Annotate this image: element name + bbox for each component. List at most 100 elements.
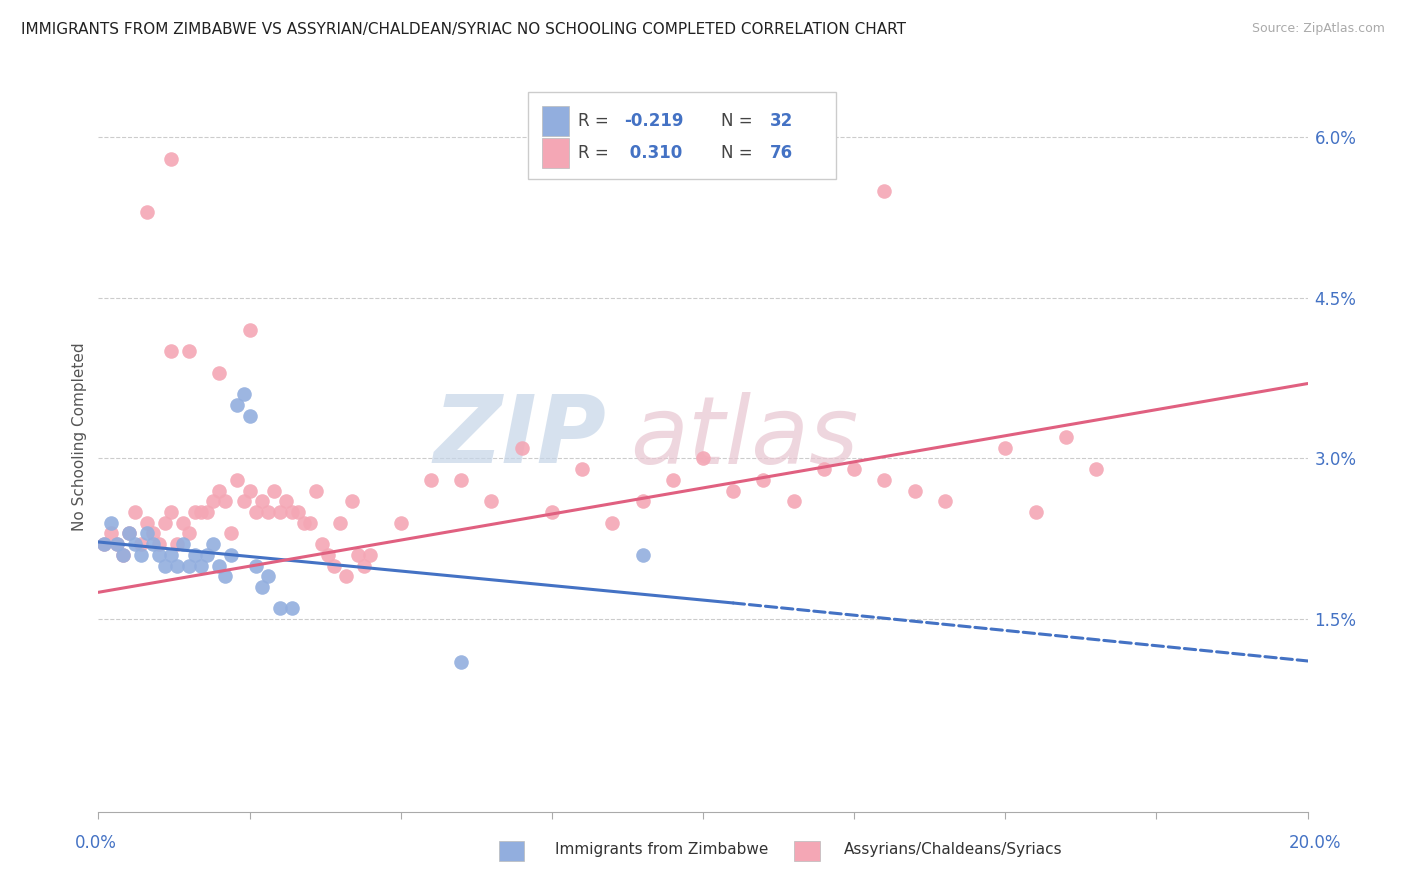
Point [160, 548, 183, 562]
Point [323, 558, 346, 573]
Point [124, 537, 146, 551]
Point [571, 462, 593, 476]
FancyBboxPatch shape [527, 93, 837, 178]
Point [631, 494, 654, 508]
Point [124, 505, 146, 519]
Point [510, 441, 533, 455]
Point [226, 398, 249, 412]
Point [661, 473, 683, 487]
Point [129, 548, 152, 562]
Point [813, 462, 835, 476]
Point [631, 548, 654, 562]
Point [179, 344, 201, 359]
Text: 76: 76 [769, 144, 793, 161]
Point [118, 526, 141, 541]
Point [153, 516, 176, 530]
Point [316, 548, 339, 562]
Point [160, 344, 183, 359]
Point [274, 494, 297, 508]
Text: N =: N = [721, 112, 758, 130]
Point [135, 516, 157, 530]
Text: Source: ZipAtlas.com: Source: ZipAtlas.com [1251, 22, 1385, 36]
Text: N =: N = [721, 144, 758, 161]
Point [269, 505, 291, 519]
Point [232, 387, 254, 401]
Point [93, 537, 115, 551]
Text: 32: 32 [769, 112, 793, 130]
Point [873, 473, 896, 487]
Point [263, 483, 285, 498]
Point [450, 655, 472, 669]
Point [783, 494, 806, 508]
Point [142, 526, 165, 541]
Point [420, 473, 443, 487]
Point [844, 462, 866, 476]
Point [148, 537, 170, 551]
Point [269, 601, 291, 615]
Point [287, 505, 309, 519]
Point [172, 537, 194, 551]
Point [105, 537, 128, 551]
Text: R =: R = [578, 112, 614, 130]
Point [153, 558, 176, 573]
Bar [543, 138, 569, 168]
Text: -0.219: -0.219 [624, 112, 683, 130]
Point [135, 526, 157, 541]
Point [1054, 430, 1077, 444]
Text: 20.0%: 20.0% [1288, 834, 1341, 852]
Point [934, 494, 956, 508]
Point [208, 483, 231, 498]
Point [299, 516, 322, 530]
Point [250, 494, 273, 508]
Text: R =: R = [578, 144, 614, 161]
Point [190, 505, 212, 519]
Point [118, 526, 141, 541]
Point [692, 451, 714, 466]
Point [179, 558, 201, 573]
Point [239, 409, 262, 423]
Point [232, 494, 254, 508]
Point [195, 548, 218, 562]
Point [111, 548, 134, 562]
Point [481, 494, 503, 508]
Point [281, 505, 304, 519]
Point [221, 526, 243, 541]
Point [93, 537, 115, 551]
Point [1024, 505, 1046, 519]
Point [329, 516, 352, 530]
Point [226, 473, 249, 487]
Point [239, 323, 262, 337]
Point [239, 483, 262, 498]
Text: ZIP: ZIP [433, 391, 606, 483]
Point [602, 516, 624, 530]
Point [1085, 462, 1108, 476]
Point [129, 537, 152, 551]
Point [202, 494, 225, 508]
Point [335, 569, 357, 583]
Text: 0.0%: 0.0% [75, 834, 117, 852]
Point [179, 526, 201, 541]
Point [142, 537, 165, 551]
Point [105, 537, 128, 551]
Point [873, 184, 896, 198]
Point [353, 558, 375, 573]
Point [281, 601, 304, 615]
Point [904, 483, 927, 498]
Point [305, 483, 328, 498]
Point [723, 483, 745, 498]
Point [195, 505, 218, 519]
Text: atlas: atlas [630, 392, 859, 483]
Point [160, 505, 183, 519]
Point [135, 205, 157, 219]
Bar [543, 106, 569, 136]
Point [166, 537, 188, 551]
Point [342, 494, 364, 508]
Point [214, 494, 236, 508]
Point [184, 548, 207, 562]
Text: IMMIGRANTS FROM ZIMBABWE VS ASSYRIAN/CHALDEAN/SYRIAC NO SCHOOLING COMPLETED CORR: IMMIGRANTS FROM ZIMBABWE VS ASSYRIAN/CHA… [21, 22, 905, 37]
Point [184, 505, 207, 519]
Point [389, 516, 412, 530]
Point [292, 516, 315, 530]
Point [208, 558, 231, 573]
Point [190, 558, 212, 573]
